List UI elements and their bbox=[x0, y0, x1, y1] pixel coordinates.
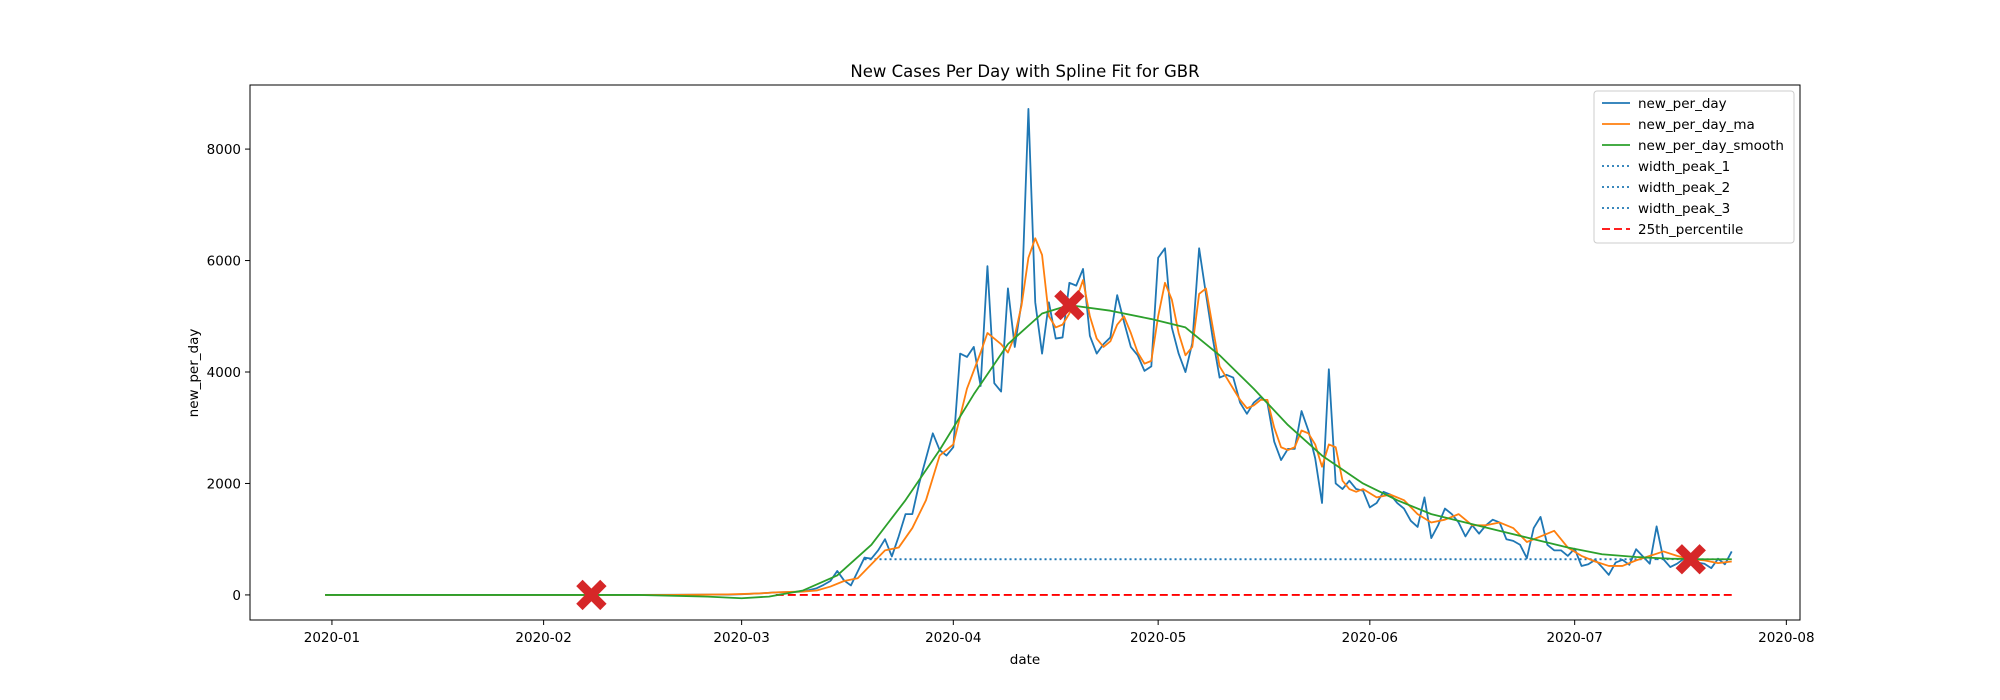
legend-item: new_per_day bbox=[1602, 96, 1727, 112]
chart-title: New Cases Per Day with Spline Fit for GB… bbox=[850, 62, 1199, 81]
y-tick-label: 8000 bbox=[207, 142, 241, 158]
x-tick-label: 2020-04 bbox=[925, 630, 981, 646]
legend-label: width_peak_2 bbox=[1638, 180, 1730, 196]
legend-label: new_per_day_ma bbox=[1638, 117, 1755, 133]
legend-item: 25th_percentile bbox=[1602, 222, 1743, 238]
legend-label: width_peak_1 bbox=[1638, 159, 1730, 175]
x-tick-label: 2020-02 bbox=[515, 630, 571, 646]
data-group bbox=[325, 108, 1733, 611]
y-tick-label: 4000 bbox=[207, 365, 241, 381]
series-line-new-per-day-smooth bbox=[325, 304, 1732, 600]
plot-frame bbox=[249, 84, 1801, 621]
x-tick-label: 2020-03 bbox=[713, 630, 769, 646]
legend-item: width_peak_2 bbox=[1602, 180, 1730, 196]
y-tick-label: 2000 bbox=[207, 476, 241, 492]
axes: 2020-01 2020-02 2020-03 2020-04 2020-05 2020-… bbox=[207, 84, 1815, 646]
x-tick-label: 2020-05 bbox=[1130, 630, 1186, 646]
series-line-new-per-day bbox=[325, 108, 1733, 596]
series-line-new-per-day-ma bbox=[325, 237, 1732, 596]
legend-box bbox=[1593, 90, 1795, 244]
x-tick-label: 2020-08 bbox=[1758, 630, 1814, 646]
x-tick-label: 2020-06 bbox=[1342, 630, 1398, 646]
x-tick-label: 2020-01 bbox=[304, 630, 360, 646]
y-tick-label: 0 bbox=[232, 588, 241, 604]
legend-item: width_peak_1 bbox=[1602, 159, 1730, 175]
peak-marker bbox=[1675, 544, 1706, 575]
legend-item: new_per_day_smooth bbox=[1602, 138, 1784, 154]
legend-item: width_peak_3 bbox=[1602, 201, 1730, 217]
peak-marker bbox=[1054, 289, 1085, 321]
y-axis-label: new_per_day bbox=[186, 329, 202, 418]
y-tick-label: 6000 bbox=[207, 254, 241, 270]
x-tick-label: 2020-07 bbox=[1546, 630, 1602, 646]
legend-label: 25th_percentile bbox=[1638, 222, 1743, 238]
legend-label: width_peak_3 bbox=[1638, 201, 1730, 217]
x-axis-label: date bbox=[1010, 652, 1040, 668]
legend-item: new_per_day_ma bbox=[1602, 117, 1755, 133]
legend-label: new_per_day_smooth bbox=[1638, 138, 1784, 154]
legend-label: new_per_day bbox=[1638, 96, 1727, 112]
plot-area bbox=[325, 108, 1733, 611]
legend: new_per_day new_per_day_ma new_per_day_smo… bbox=[1593, 90, 1795, 244]
peak-marker bbox=[576, 579, 607, 611]
